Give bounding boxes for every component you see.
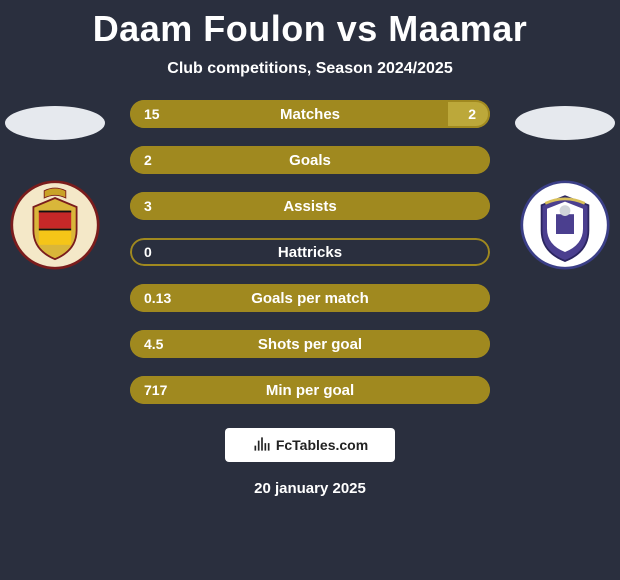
fctables-badge[interactable]: FcTables.com	[225, 428, 395, 462]
stat-row: Matches152	[130, 100, 490, 128]
subtitle: Club competitions, Season 2024/2025	[0, 60, 620, 78]
chart-icon	[252, 434, 272, 457]
stat-bar-left-segment	[130, 284, 490, 312]
stat-value-left: 0.13	[144, 284, 171, 312]
kv-mechelen-crest	[10, 180, 100, 270]
fctables-label: FcTables.com	[276, 437, 368, 453]
snapshot-date: 20 january 2025	[0, 480, 620, 497]
stat-row: Assists3	[130, 192, 490, 220]
stat-bars: Matches152Goals2Assists3Hattricks0Goals …	[130, 100, 490, 404]
player-right-nameplate	[515, 106, 615, 140]
stat-value-right: 2	[468, 100, 476, 128]
player-left-column	[0, 100, 110, 270]
stat-row: Goals2	[130, 146, 490, 174]
stat-row: Min per goal717	[130, 376, 490, 404]
page-title: Daam Foulon vs Maamar	[0, 0, 620, 50]
stat-bar-left-segment	[130, 330, 490, 358]
stat-value-left: 15	[144, 100, 160, 128]
stat-row: Goals per match0.13	[130, 284, 490, 312]
stat-bar-left-segment	[130, 146, 490, 174]
stat-value-left: 3	[144, 192, 152, 220]
player-left-nameplate	[5, 106, 105, 140]
player-right-column	[510, 100, 620, 270]
stat-value-left: 4.5	[144, 330, 163, 358]
stat-row: Shots per goal4.5	[130, 330, 490, 358]
stat-row: Hattricks0	[130, 238, 490, 266]
comparison-layout: Matches152Goals2Assists3Hattricks0Goals …	[0, 100, 620, 404]
stat-value-left: 2	[144, 146, 152, 174]
stat-value-left: 717	[144, 376, 167, 404]
stat-bar-left-segment	[130, 376, 490, 404]
stat-bar-left-segment	[130, 192, 490, 220]
anderlecht-crest	[520, 180, 610, 270]
stat-bar-left-segment	[130, 100, 448, 128]
stat-value-left: 0	[144, 238, 152, 266]
